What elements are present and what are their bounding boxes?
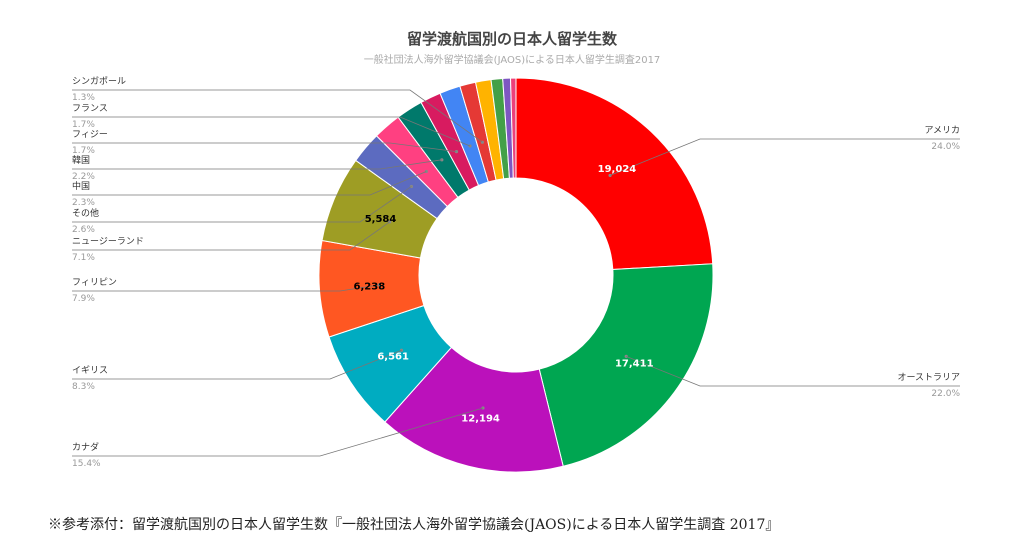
- leader-line: [72, 186, 412, 223]
- leader-line: [72, 284, 380, 292]
- footnote: ※参考添付：留学渡航国別の日本人留学生数『一般社団法人海外留学協議会(JAOS)…: [48, 517, 780, 533]
- leader-line: [626, 356, 960, 387]
- leader-line: [72, 116, 471, 147]
- slice-label-イギリス: イギリス: [72, 365, 108, 376]
- slice-percent-中国: 2.3%: [72, 198, 95, 208]
- leader-line: [609, 138, 960, 176]
- slice-label-アメリカ: アメリカ: [924, 125, 960, 136]
- slice-label-ニュージーランド: ニュージーランド: [72, 236, 144, 247]
- leader-line: [72, 142, 457, 153]
- slice-percent-アメリカ: 24.0%: [931, 142, 960, 152]
- slice-percent-カナダ: 15.4%: [72, 459, 101, 469]
- slice-label-シンガポール: シンガポール: [72, 76, 126, 87]
- slice-percent-その他: 2.6%: [72, 225, 95, 235]
- leader-line: [72, 407, 484, 457]
- slice-percent-オーストラリア: 22.0%: [931, 389, 960, 399]
- slice-percent-フィジー: 1.7%: [72, 146, 95, 156]
- slice-value-label: 19,024: [598, 164, 637, 175]
- slice-value-label: 17,411: [615, 358, 654, 369]
- donut-chart: 留学渡航国別の日本人留学生数 一般社団法人海外留学協議会(JAOS)による日本人…: [72, 30, 960, 473]
- pie-slice-オーストラリア: [538, 263, 714, 467]
- slice-value-label: 6,561: [377, 352, 409, 363]
- slice-percent-ニュージーランド: 7.1%: [72, 253, 95, 263]
- slice-percent-シンガポール: 1.3%: [72, 93, 95, 103]
- leader-dot: [424, 169, 428, 174]
- slice-label-中国: 中国: [72, 180, 90, 192]
- slice-percent-韓国: 2.2%: [72, 172, 95, 182]
- pie-slice-カナダ: [384, 346, 564, 473]
- pie-slice-unlabeled-15: [510, 77, 517, 179]
- slice-value-label: 12,194: [461, 414, 500, 425]
- slice-value-label: 5,584: [365, 214, 397, 225]
- slice-percent-フィリピン: 7.9%: [72, 294, 95, 304]
- slice-value-label: 6,238: [354, 282, 386, 293]
- slice-label-フランス: フランス: [72, 103, 108, 114]
- slice-label-その他: その他: [72, 207, 99, 219]
- slice-label-韓国: 韓国: [72, 155, 90, 166]
- leader-line: [72, 159, 442, 170]
- leader-line: [72, 349, 402, 380]
- chart-title: 留学渡航国別の日本人留学生数: [407, 30, 618, 48]
- slice-label-カナダ: カナダ: [72, 441, 99, 453]
- leader-line: [72, 221, 390, 251]
- slice-percent-イギリス: 8.3%: [72, 382, 95, 392]
- slice-label-フィジー: フィジー: [72, 130, 108, 140]
- slice-percent-フランス: 1.7%: [72, 120, 95, 130]
- slice-label-フィリピン: フィリピン: [72, 277, 117, 288]
- leader-line: [72, 89, 483, 143]
- chart-subtitle: 一般社団法人海外留学協議会(JAOS)による日本人留学生調査2017: [364, 53, 661, 66]
- slice-label-オーストラリア: オーストラリア: [897, 372, 960, 383]
- leader-line: [72, 171, 427, 196]
